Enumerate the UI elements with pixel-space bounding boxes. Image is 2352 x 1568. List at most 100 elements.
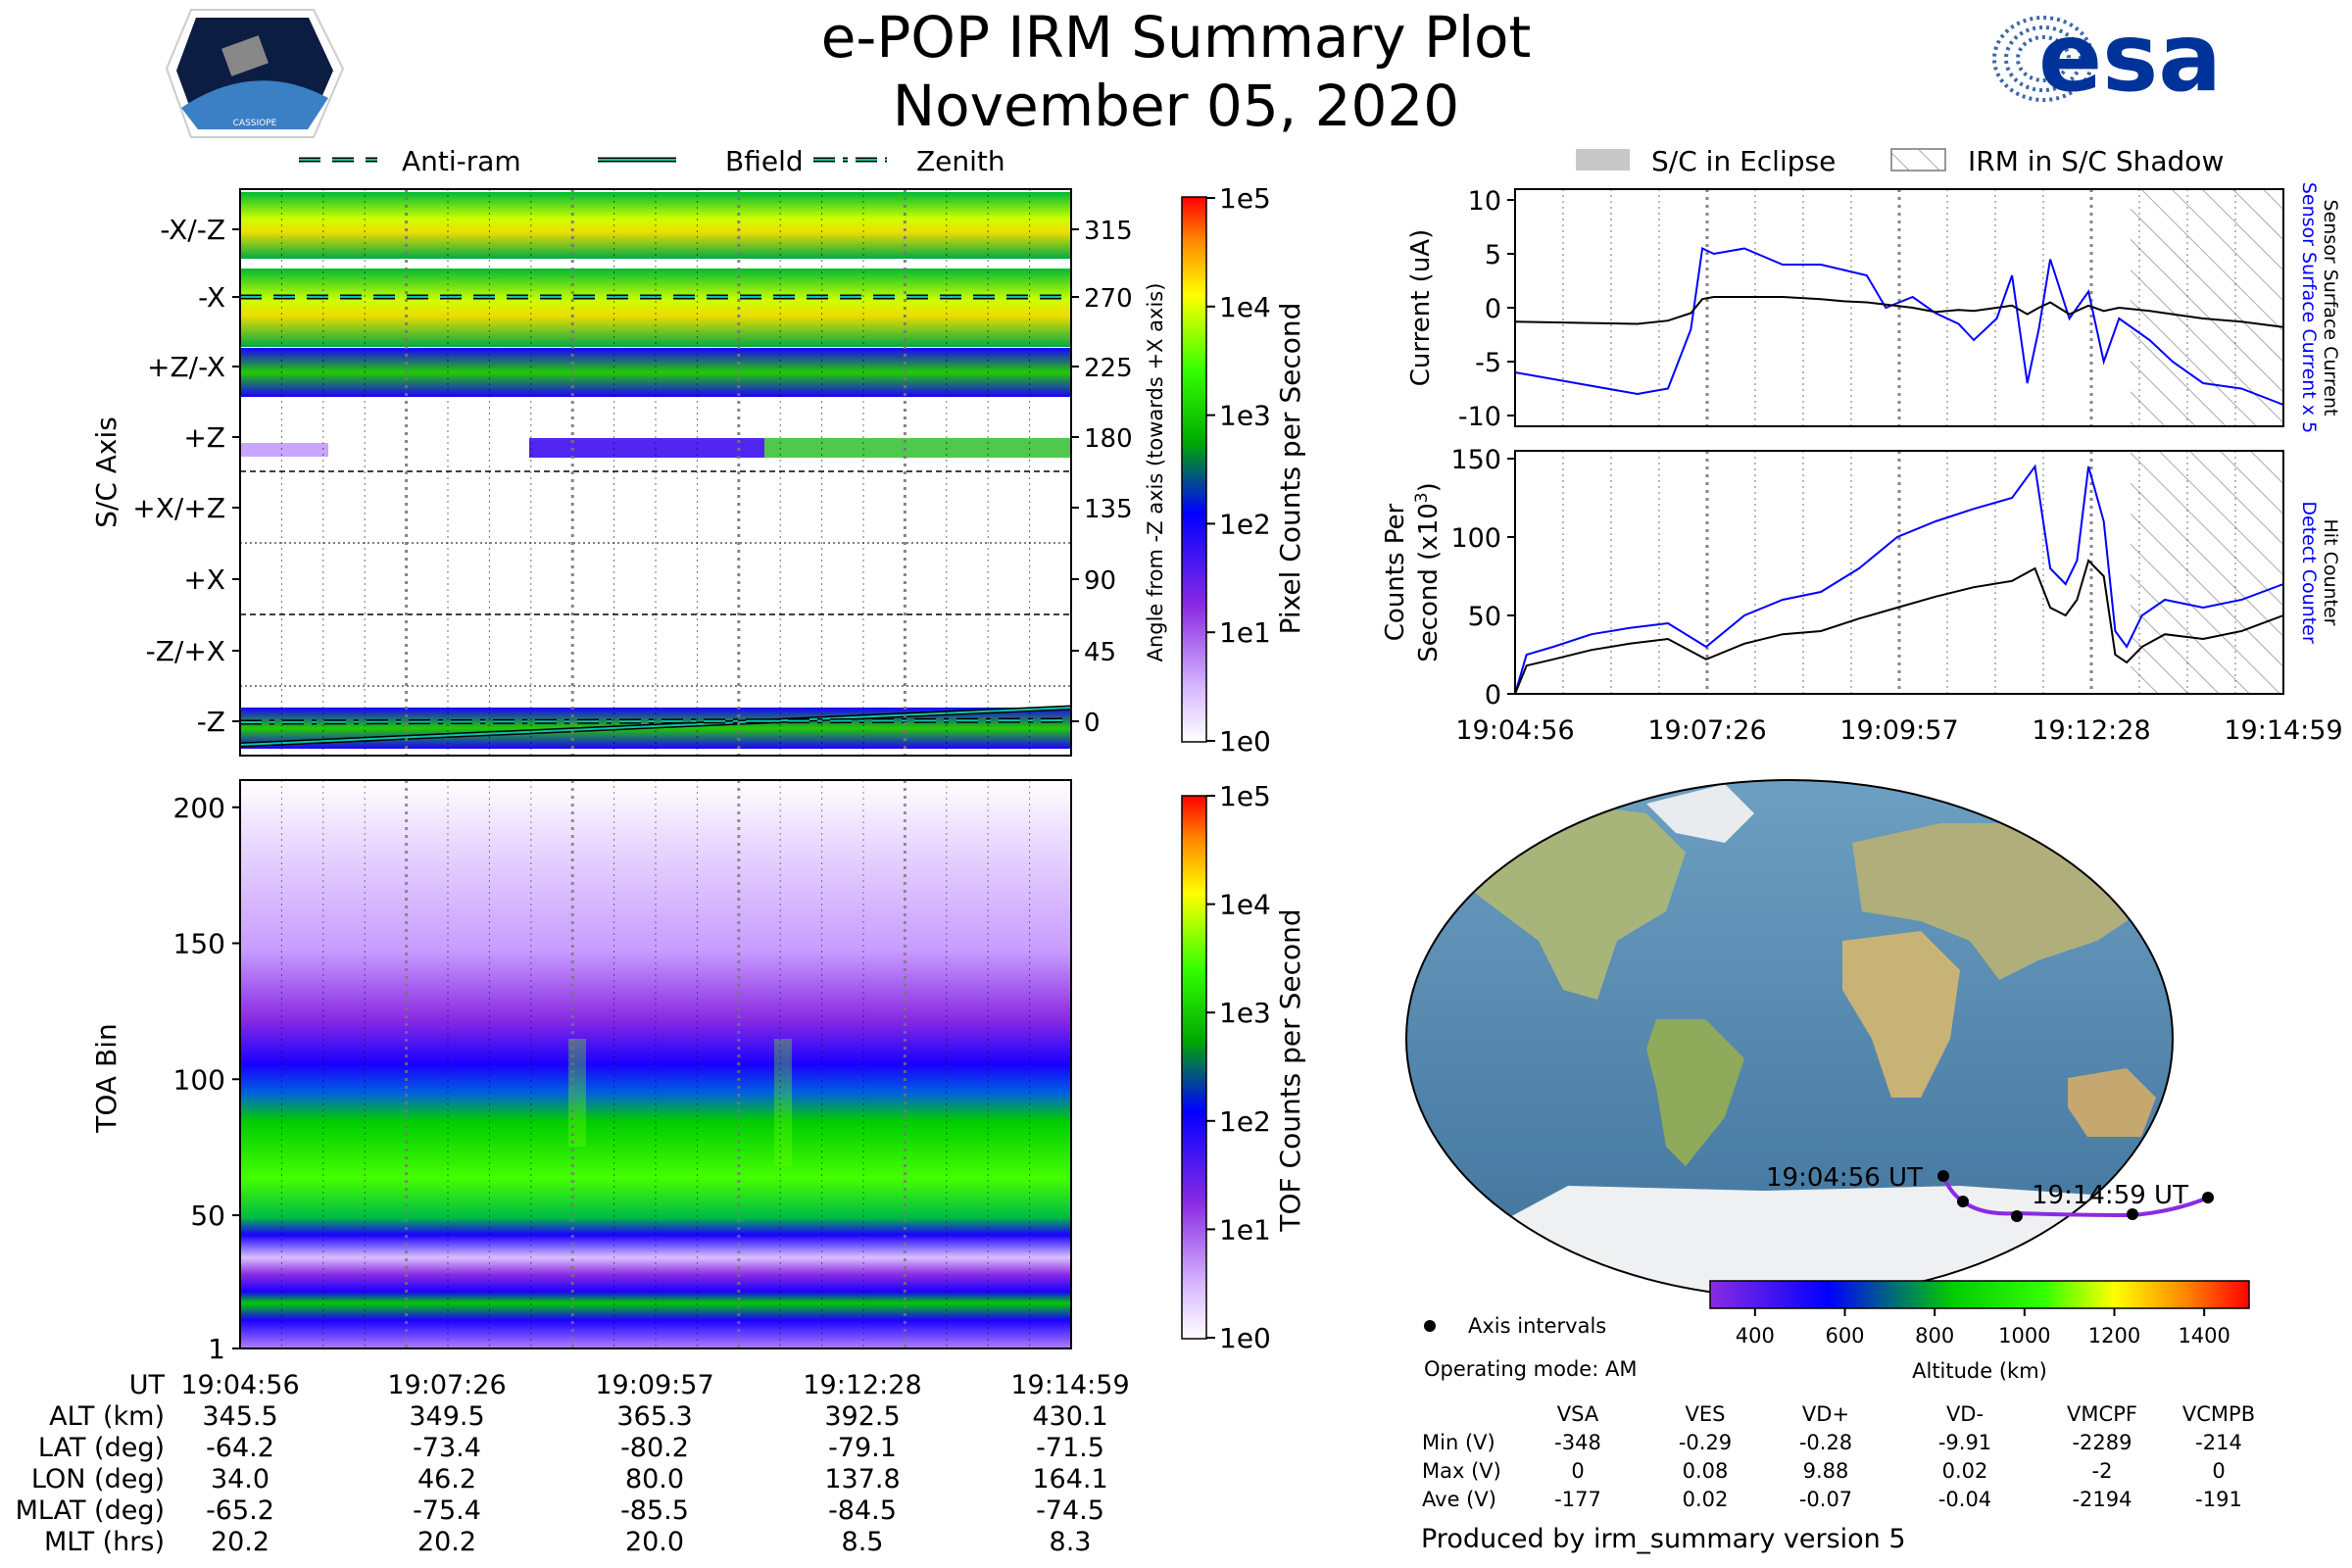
ephem-cell: 20.2: [417, 1527, 476, 1557]
angle-tick-label: 0: [1084, 709, 1101, 738]
axis-intervals-marker: [1424, 1320, 1436, 1332]
series-line: [1514, 247, 2284, 406]
x-tick-label: 19:09:57: [1839, 715, 1958, 746]
voltage-cell: -348: [1554, 1431, 1601, 1454]
toa-tick-label: 100: [173, 1063, 225, 1096]
cassiope-text: CASSIOPE: [233, 119, 277, 128]
ephem-cell: 345.5: [202, 1401, 277, 1432]
series-line: [1514, 464, 2284, 695]
ephem-cell: 349.5: [409, 1401, 484, 1432]
x-tick-label: 19:12:28: [2032, 715, 2150, 746]
pixel-colorbar-tick: 1e5: [1219, 182, 1271, 215]
toa-colorbar-tick: 1e1: [1219, 1213, 1271, 1246]
sc-axis-label: -Z: [197, 706, 225, 738]
cassiope-logo: CASSIOPE: [165, 9, 345, 138]
voltage-header: VD-: [1946, 1402, 1984, 1426]
legend-orientation: Anti-ram Bfield Zenith: [299, 145, 1005, 177]
legend-shadow-swatch: [1890, 148, 1946, 172]
angle-tick-label: 225: [1084, 354, 1133, 383]
altitude-colorbar: 400 600 800 1000 1200 1400 Altitude (km): [1709, 1280, 2250, 1383]
voltage-header: VES: [1686, 1402, 1726, 1426]
current-right-label-2: Sensor Surface Current: [2320, 200, 2341, 416]
series-line: [1514, 559, 2284, 695]
ephem-cell: 365.3: [616, 1401, 692, 1432]
y-tick-label: 150: [1450, 445, 1501, 475]
altitude-label: Altitude (km): [1912, 1359, 2047, 1383]
ephem-cell: -85.5: [620, 1495, 689, 1526]
pixel-panel: S/C Axis Angle from -Z axis (towards +X …: [90, 188, 1167, 757]
ephem-cell: 19:14:59: [1010, 1370, 1129, 1400]
counts-ylabel-2: Second (x10: [1414, 503, 1444, 662]
sc-axis-label: -X: [198, 281, 225, 314]
interval-marker: [2011, 1210, 2023, 1222]
voltage-header: VCMPB: [2182, 1402, 2255, 1426]
toa-tick-label: 200: [173, 792, 225, 824]
altitude-tick-label: 1000: [1998, 1324, 2050, 1348]
voltage-cell: -214: [2195, 1431, 2242, 1454]
sc-axis-label: +Z/-X: [147, 351, 225, 383]
interval-marker: [2127, 1208, 2138, 1220]
x-tick-label: 19:14:59: [2224, 715, 2342, 746]
y-tick-label: 0: [1485, 294, 1501, 324]
legend-anti-ram: Anti-ram: [402, 145, 521, 177]
voltage-table: VSA VES VD+ VD- VMCPF VCMPB Min (V) -348 -0.29 -0…: [1422, 1402, 2255, 1511]
counts-right-label-2: Hit Counter: [2320, 519, 2341, 626]
voltage-cell: 0.08: [1683, 1459, 1729, 1483]
ephem-cell: -74.5: [1036, 1495, 1104, 1526]
voltage-cell: -177: [1554, 1488, 1601, 1511]
voltage-cell: 0.02: [1683, 1488, 1729, 1511]
y-tick-label: 50: [1468, 602, 1501, 632]
ephem-cell: 19:04:56: [180, 1370, 299, 1400]
ephem-row-label: MLT (hrs): [44, 1527, 165, 1557]
ephem-row-label: MLAT (deg): [16, 1495, 165, 1526]
ephem-row-label: UT: [129, 1370, 166, 1400]
angle-tick-label: 180: [1084, 424, 1133, 454]
voltage-cell: -0.04: [1938, 1488, 1991, 1511]
counts-ylabel-exp: 3: [1412, 492, 1432, 503]
sc-axis-label: -X/-Z: [160, 214, 225, 246]
toa-tick-label: 150: [173, 928, 225, 960]
voltage-cell: -9.91: [1938, 1431, 1991, 1454]
toa-ylabel: TOA Bin: [90, 1023, 122, 1133]
voltage-cell: -2194: [2072, 1488, 2132, 1511]
y-tick-label: 100: [1450, 523, 1501, 554]
sc-axis-label: +Z: [183, 421, 225, 454]
voltage-row-label: Min (V): [1422, 1431, 1495, 1454]
voltage-row-label: Max (V): [1422, 1459, 1501, 1483]
legend-bfield: Bfield: [725, 145, 804, 177]
toa-tick-label: 50: [190, 1200, 225, 1232]
series-line: [1514, 296, 2284, 328]
toa-colorbar-label: TOF Counts per Second: [1274, 908, 1306, 1232]
angle-tick-label: 315: [1084, 217, 1133, 246]
voltage-row-label: Ave (V): [1422, 1488, 1496, 1511]
pixel-colorbar-tick: 1e4: [1219, 291, 1271, 323]
voltage-cell: 9.88: [1803, 1459, 1849, 1483]
title-line2: November 05, 2020: [893, 73, 1459, 139]
orbit-track: [1941, 1175, 2209, 1218]
current-chart: 10 5 0 -5 -10 Current (uA) Sensor Surface Cu…: [1406, 182, 2341, 433]
ephem-cell: 8.3: [1050, 1527, 1092, 1557]
ephem-cell: 46.2: [417, 1464, 476, 1494]
africa: [1842, 931, 1960, 1098]
y-tick-label: -5: [1475, 348, 1501, 378]
pixel-colorbar-tick: 1e1: [1219, 616, 1271, 649]
y-tick-label: -10: [1458, 402, 1501, 432]
y-tick-label: 5: [1485, 240, 1501, 270]
altitude-tick-label: 400: [1736, 1324, 1775, 1348]
angle-tick-label: 45: [1084, 638, 1116, 667]
ephem-cell: 34.0: [211, 1464, 270, 1494]
map-start-label: 19:04:56 UT: [1766, 1163, 1923, 1193]
ephem-cell: -75.4: [413, 1495, 481, 1526]
ephem-cell: -84.5: [828, 1495, 897, 1526]
world-map: 19:04:56 UT 19:14:59 UT: [1405, 779, 2214, 1298]
ephem-cell: 20.0: [625, 1527, 684, 1557]
ephem-row-label: LAT (deg): [38, 1433, 165, 1463]
esa-logo: esa: [1992, 3, 2222, 113]
pixel-colorbar-label: Pixel Counts per Second: [1274, 303, 1306, 635]
counts-right-label-1: Detect Counter: [2298, 501, 2320, 644]
voltage-cell: 0.02: [1942, 1459, 1988, 1483]
footer: Produced by irm_summary version 5: [1421, 1524, 1906, 1554]
x-tick-label: 19:04:56: [1455, 715, 1574, 746]
operating-mode: Operating mode: AM: [1424, 1357, 1637, 1381]
